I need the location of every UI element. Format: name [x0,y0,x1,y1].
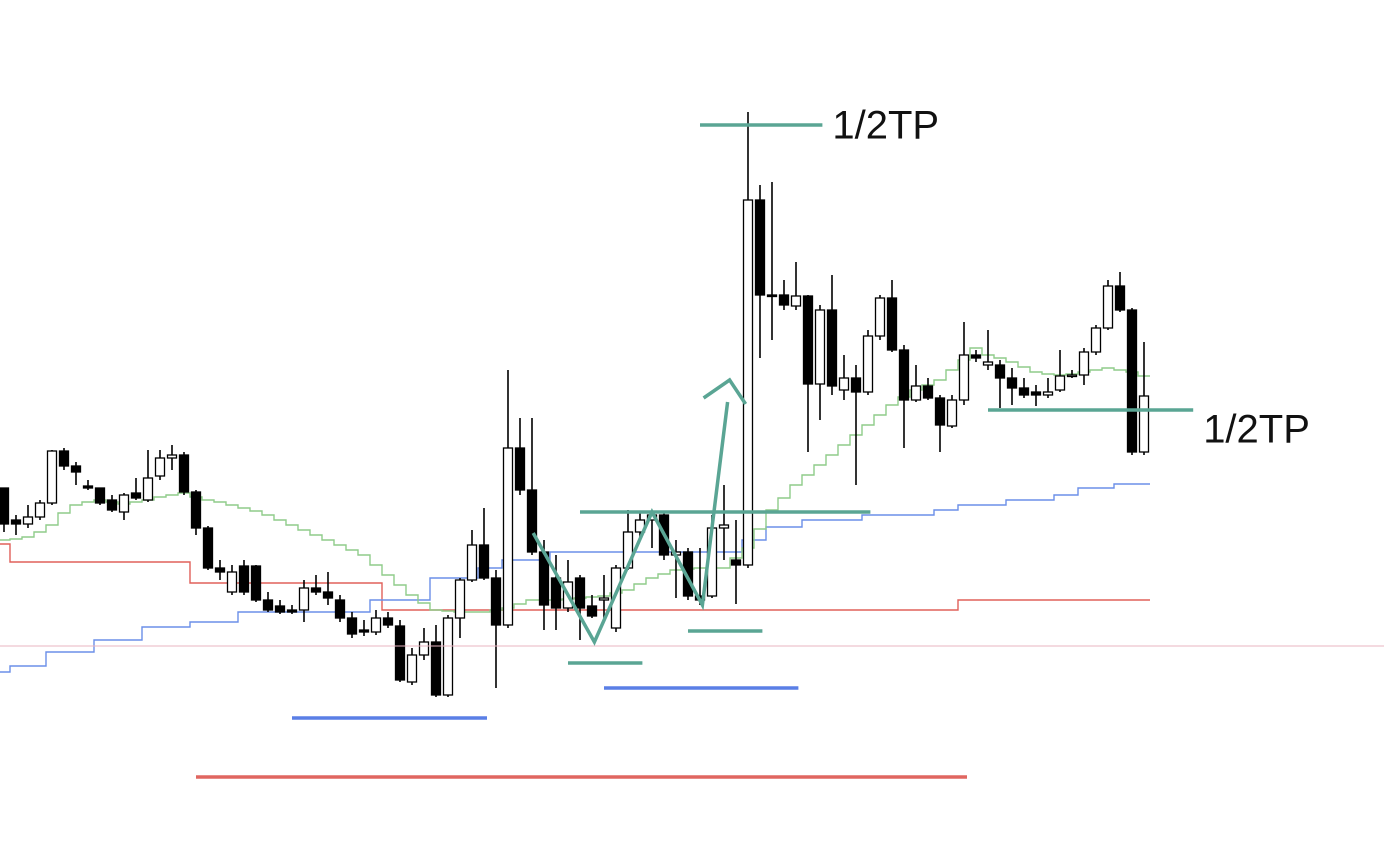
candle-body [70,465,82,473]
candle-body [202,527,214,569]
candle-body [1054,375,1066,391]
candle-body [946,399,958,427]
candle-body [466,544,478,581]
candle-body [406,654,418,683]
candle-body [370,617,382,633]
candle-body [718,524,730,529]
candle-body [106,499,118,511]
candle-body [22,516,34,525]
candle-body [970,354,982,359]
candle-body [358,629,370,633]
candle-body [994,364,1006,379]
candle-body [142,477,154,501]
candle-body [1102,285,1114,329]
candle-body [226,571,238,593]
candle-body [286,609,298,613]
candle-body [682,551,694,597]
candle-body [826,309,838,387]
candle-body [502,447,514,626]
candle-body [910,385,922,401]
candle-body [262,599,274,611]
candle-body [178,454,190,493]
candle-body [1066,374,1078,378]
candle-body [298,587,310,611]
candle-body [274,605,286,613]
candle-body [442,617,454,696]
candle-body [958,354,970,401]
candle-body [430,641,442,696]
candle-body [250,565,262,601]
candle-body [490,577,502,626]
candle-body [514,447,526,491]
candle-body [1006,377,1018,389]
candle-body [874,297,886,337]
candle-body [190,491,202,529]
candle-body [382,617,394,626]
candle-body [1090,327,1102,353]
candle-body [454,579,466,619]
candle-body [214,567,226,573]
candle-body [310,587,322,593]
candle-body [934,397,946,426]
candle-body [886,297,898,351]
candle-body [862,335,874,393]
candle-body [1030,391,1042,396]
level-label: 1/2TP [832,104,939,148]
candle-body [574,577,586,609]
indicator-line [0,543,1150,611]
candle-body [130,492,142,499]
candle-body [898,349,910,401]
candle-body [34,502,46,518]
candle-body [94,487,106,504]
candle-body [1018,387,1030,396]
level-label: 1/2TP [1203,408,1310,452]
candle-body [610,567,622,629]
candle-body [754,199,766,296]
candle-body [766,294,778,298]
candle-body [586,605,598,617]
arrow-head [702,377,748,405]
candle-body [10,519,22,525]
candle-body [1114,285,1126,311]
candle-body [1078,351,1090,376]
candle-body [1126,309,1138,453]
zigzag [531,401,730,646]
candle-body [802,295,814,385]
candle-body [166,454,178,459]
candle-body [118,494,130,513]
candle-body [478,544,490,579]
candle-body [790,295,802,307]
candle-body [778,294,790,306]
candle-body [550,577,562,609]
indicator-line [0,483,1150,673]
candle-body [982,361,994,366]
candle-body [154,457,166,477]
candle-body [742,199,754,566]
candle-body [394,625,406,681]
candle-body [1042,391,1054,396]
candle-body [814,309,826,385]
candle-body [598,597,610,601]
candle-body [850,377,862,393]
candle-body [1138,395,1150,453]
candle-body [322,591,334,599]
candle-body [46,450,58,504]
candle-body [730,559,742,566]
candle-body [238,565,250,593]
candle-body [0,487,10,525]
indicator-line [0,347,1150,613]
candle-body [334,599,346,619]
candle-body [346,617,358,635]
candle-body [82,485,94,489]
candle-body [922,385,934,399]
candle-body [58,450,70,467]
candle-body [418,641,430,656]
candle-body [838,377,850,391]
candle-body [526,489,538,553]
